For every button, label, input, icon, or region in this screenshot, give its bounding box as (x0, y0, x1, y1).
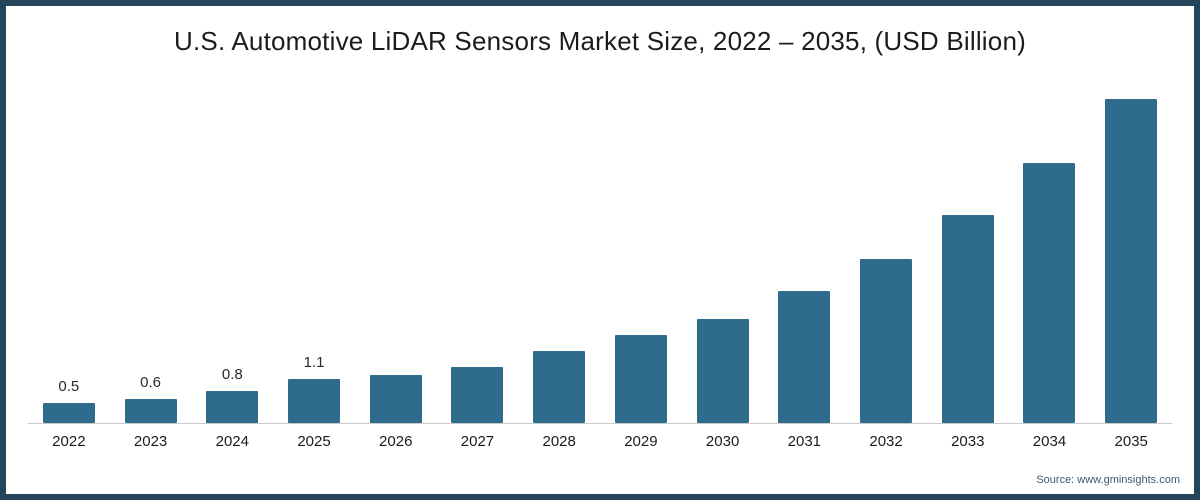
bar-column (1009, 138, 1091, 423)
bar (696, 319, 749, 423)
bar (451, 367, 504, 423)
plot-area: 0.5 0.6 0.8 1.1 (28, 94, 1172, 424)
x-axis-label: 2022 (52, 433, 86, 450)
bar-column: 1.1 (273, 354, 355, 423)
bar (614, 335, 667, 423)
source-attribution: Source: www.gminsights.com (1036, 474, 1180, 486)
x-axis-label: 2035 (1114, 433, 1148, 450)
bar (369, 375, 422, 423)
bar (42, 403, 95, 423)
bar-column (355, 350, 437, 423)
bar-data-label: 0.5 (58, 378, 80, 395)
bar (1105, 99, 1158, 423)
bar-data-label: 0.8 (221, 366, 243, 383)
bar-column (600, 310, 682, 423)
bar-column: 0.6 (110, 374, 192, 423)
x-axis-label: 2031 (787, 433, 822, 450)
x-axis-label: 2033 (951, 433, 985, 450)
bar-column (763, 266, 845, 423)
x-axis-label: 2034 (1032, 433, 1067, 450)
x-axis-label: 2023 (133, 433, 168, 450)
x-axis-label: 2028 (542, 433, 576, 450)
bar (124, 399, 177, 423)
chart-title: U.S. Automotive LiDAR Sensors Market Siz… (174, 26, 1026, 56)
x-axis-label: 2025 (297, 433, 331, 450)
bar (288, 379, 341, 423)
bar-column (927, 190, 1009, 423)
x-axis-label: 2030 (705, 433, 740, 450)
bar-data-label: 0.6 (140, 374, 161, 391)
bar (778, 291, 831, 423)
x-axis-label: 2026 (379, 433, 413, 450)
x-axis: 2022 2023 2024 2025 2026 2027 2028 2029 2030 2031… (28, 433, 1172, 450)
bar (533, 351, 586, 423)
bar (1023, 163, 1076, 423)
bar-column (1090, 74, 1172, 423)
x-axis-label: 2032 (869, 433, 903, 450)
plot-wrap: 0.5 0.6 0.8 1.1 2022 2023 2024 2025 2026 2027 202… (28, 94, 1172, 450)
bar-column (845, 234, 927, 423)
bar-data-label: 1.1 (303, 354, 325, 371)
bar-column (518, 326, 600, 423)
x-axis-label: 2027 (460, 433, 495, 450)
bar-column: 0.5 (28, 378, 110, 423)
bar (941, 215, 994, 423)
bar (206, 391, 259, 423)
bar-column: 0.8 (191, 366, 273, 423)
bar-column (437, 342, 519, 423)
x-axis-label: 2024 (215, 433, 249, 450)
bar (860, 259, 913, 423)
bar-column (682, 294, 764, 423)
x-axis-label: 2029 (624, 433, 658, 450)
